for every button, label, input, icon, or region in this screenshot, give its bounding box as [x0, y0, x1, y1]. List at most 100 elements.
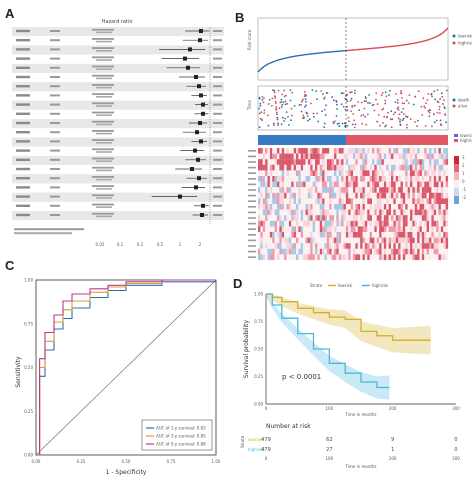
heatmap-cell [343, 192, 346, 199]
heatmap-cell [262, 181, 266, 188]
forest-row-bg [12, 119, 224, 129]
heatmap-cell [310, 192, 313, 199]
heatmap-cell [300, 198, 304, 205]
heatmap-cell [269, 215, 273, 221]
status-dot [390, 126, 393, 129]
heatmap-cell [417, 187, 420, 193]
heatmap-cell [324, 254, 327, 261]
heatmap-cell [395, 176, 399, 182]
heatmap-cell [298, 164, 301, 171]
status-dot [263, 109, 266, 112]
heatmap-cell [265, 192, 268, 199]
heatmap-cell [398, 237, 401, 244]
scale-swatch [454, 172, 459, 180]
heatmap-cell [429, 170, 432, 177]
heatmap-cell [267, 226, 270, 233]
heatmap-cell [265, 226, 268, 233]
status-dot [312, 112, 315, 115]
status-dot [376, 120, 379, 123]
risk-row-label: lowrisk [248, 437, 263, 442]
heatmap-cell [319, 148, 323, 154]
heatmap-cell [407, 187, 411, 193]
heatmap-cell [436, 243, 439, 249]
heatmap-cell [260, 232, 263, 238]
heatmap-cell [317, 159, 320, 165]
forest-row-n [50, 122, 60, 124]
risk-row-value: 0 [454, 447, 457, 453]
forest-row-ci2 [96, 50, 112, 52]
forest-row-p [213, 85, 222, 88]
heatmap-cell [414, 198, 418, 205]
heatmap-cell [383, 187, 387, 193]
heatmap-cell [284, 170, 287, 177]
scale-tick: 2 [462, 163, 465, 168]
heatmap-cell [293, 254, 297, 261]
heatmap-cell [419, 243, 422, 249]
status-dot [389, 118, 392, 120]
heatmap-cell [307, 153, 311, 160]
heatmap-cell [372, 164, 375, 171]
heatmap-cell [274, 164, 278, 171]
heatmap-cell [398, 220, 401, 227]
heatmap-cell [357, 204, 361, 210]
heatmap-cell [429, 164, 432, 171]
heatmap-cell [367, 243, 370, 249]
heatmap-cell [315, 148, 318, 154]
heatmap-cell [272, 243, 275, 249]
heatmap-cell [379, 153, 382, 160]
heatmap-cell [338, 170, 342, 177]
heatmap-cell [269, 192, 273, 199]
status-dot [360, 101, 363, 104]
heatmap-cell [393, 192, 396, 199]
heatmap-cell [393, 243, 396, 249]
heatmap-cell [329, 243, 332, 249]
heatmap-cell [369, 198, 373, 205]
heatmap-cell [329, 176, 332, 182]
heatmap-cell [293, 198, 297, 205]
heatmap-cell [369, 254, 373, 261]
heatmap-cell [395, 226, 399, 233]
heatmap-cell [296, 192, 299, 199]
heatmap-cell [274, 226, 278, 233]
heatmap-cell [431, 153, 434, 160]
heatmap-cell [298, 170, 301, 177]
heatmap-cell [407, 192, 411, 199]
heatmap-cell [284, 148, 287, 154]
heatmap-cell [345, 170, 349, 177]
heatmap-cell [410, 187, 413, 193]
heatmap-cell [279, 226, 282, 233]
heatmap-cell [436, 164, 439, 171]
forest-row-ci [92, 56, 114, 59]
status-dot [385, 124, 388, 127]
survival-status-panel: Time death alive [247, 85, 470, 131]
heatmap-cell [274, 209, 278, 216]
heatmap-cell [372, 198, 375, 205]
heatmap-cell [400, 254, 403, 261]
heatmap-cell [414, 254, 418, 261]
status-dot [365, 123, 368, 126]
heatmap-cell [372, 187, 375, 193]
heatmap-cell [341, 254, 344, 261]
status-dot [303, 91, 306, 93]
heatmap-cell [303, 198, 306, 205]
status-dot [258, 107, 260, 110]
heatmap-cell [322, 215, 325, 221]
heatmap-cell [303, 187, 306, 193]
heatmap-cell [443, 187, 446, 193]
heatmap-cell [391, 164, 394, 171]
heatmap-cell [288, 248, 292, 255]
heatmap-cell [265, 220, 268, 227]
heatmap-cell [421, 215, 425, 221]
legend-dot-death [452, 98, 456, 102]
heatmap-cell [379, 192, 382, 199]
heatmap-cell [357, 254, 361, 261]
heatmap-cell [322, 181, 325, 188]
heatmap-cell [407, 226, 411, 233]
heatmap-cell [326, 170, 330, 177]
status-dot [271, 97, 274, 100]
heatmap-cell [300, 254, 304, 261]
heatmap-cell [350, 164, 354, 171]
heatmap-cell [353, 254, 356, 261]
status-dot [340, 103, 343, 106]
heatmap-cell [322, 192, 325, 199]
